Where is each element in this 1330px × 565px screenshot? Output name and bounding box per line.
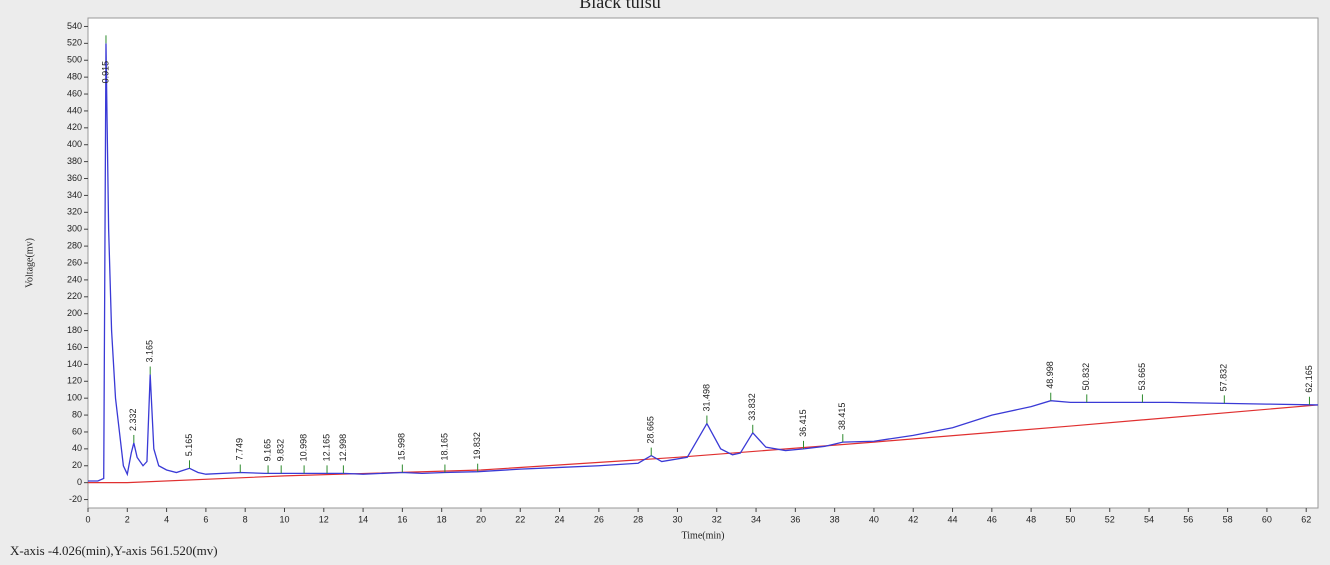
- x-tick-label: 2: [125, 514, 130, 524]
- peak-label: 48.998: [1045, 361, 1055, 389]
- peak-label: 31.498: [701, 384, 711, 412]
- peak-label: 62.165: [1304, 365, 1314, 393]
- baseline-line: [88, 404, 1319, 484]
- x-axis-label: Time(min): [682, 530, 725, 541]
- x-tick-label: 16: [397, 514, 407, 524]
- x-tick-label: 22: [515, 514, 525, 524]
- x-tick-label: 36: [790, 514, 800, 524]
- x-tick-label: 38: [830, 514, 840, 524]
- peak-label: 5.165: [184, 434, 194, 457]
- peak-label: 53.665: [1137, 363, 1147, 391]
- x-tick-label: 26: [594, 514, 604, 524]
- peak-label: 12.998: [338, 434, 348, 462]
- x-tick-label: 42: [908, 514, 918, 524]
- peak-label: 9.832: [276, 439, 286, 462]
- peak-label: 18.165: [439, 433, 449, 461]
- peak-label: 50.832: [1081, 363, 1091, 391]
- x-tick-label: 28: [633, 514, 643, 524]
- peak-label: 2.332: [128, 408, 138, 431]
- y-tick-label: 480: [67, 72, 82, 82]
- peak-label: 9.165: [262, 439, 272, 462]
- status-text: X-axis -4.026(min),Y-axis 561.520(mv): [10, 543, 218, 558]
- x-tick-label: 62: [1301, 514, 1311, 524]
- peak-label: 15.998: [397, 433, 407, 461]
- peak-label: 33.832: [747, 393, 757, 421]
- y-tick-label: 220: [67, 291, 82, 301]
- y-tick-label: 340: [67, 190, 82, 200]
- y-tick-label: 200: [67, 308, 82, 318]
- x-tick-label: 54: [1144, 514, 1154, 524]
- peak-label: 12.165: [321, 434, 331, 462]
- peak-label: 7.749: [235, 438, 245, 461]
- peak-label: 10.998: [298, 434, 308, 462]
- y-tick-label: 100: [67, 393, 82, 403]
- y-tick-label: 40: [72, 443, 82, 453]
- y-tick-label: 520: [67, 38, 82, 48]
- y-tick-label: 320: [67, 207, 82, 217]
- y-tick-label: 360: [67, 173, 82, 183]
- peak-label: 38.415: [837, 403, 847, 431]
- x-tick-label: 32: [712, 514, 722, 524]
- y-tick-label: 300: [67, 224, 82, 234]
- y-tick-label: 160: [67, 342, 82, 352]
- y-tick-label: 280: [67, 240, 82, 250]
- y-tick-label: 540: [67, 21, 82, 31]
- x-tick-label: 48: [1026, 514, 1036, 524]
- peak-label: 0.915: [100, 61, 110, 84]
- peak-label: 36.415: [798, 409, 808, 437]
- x-tick-label: 30: [672, 514, 682, 524]
- y-tick-label: 380: [67, 156, 82, 166]
- x-tick-label: 44: [948, 514, 958, 524]
- y-axis-label: Voltage(mv): [24, 238, 35, 288]
- peak-label: 19.832: [472, 432, 482, 460]
- x-tick-label: 20: [476, 514, 486, 524]
- y-tick-label: 260: [67, 257, 82, 267]
- x-tick-label: 40: [869, 514, 879, 524]
- x-tick-label: 46: [987, 514, 997, 524]
- y-tick-label: 140: [67, 359, 82, 369]
- y-tick-label: 120: [67, 376, 82, 386]
- x-tick-label: 52: [1105, 514, 1115, 524]
- signal-line: [88, 43, 1319, 482]
- y-tick-label: 440: [67, 105, 82, 115]
- x-tick-label: 60: [1262, 514, 1272, 524]
- x-tick-label: 0: [85, 514, 90, 524]
- x-tick-label: 14: [358, 514, 368, 524]
- x-tick-label: 50: [1065, 514, 1075, 524]
- x-tick-label: 24: [555, 514, 565, 524]
- y-tick-label: 500: [67, 55, 82, 65]
- x-tick-label: 6: [203, 514, 208, 524]
- x-tick-label: 56: [1183, 514, 1193, 524]
- peak-label: 3.165: [145, 340, 155, 363]
- peak-label: 57.832: [1219, 364, 1229, 392]
- y-tick-label: 80: [72, 409, 82, 419]
- y-tick-label: 0: [77, 477, 82, 487]
- y-tick-label: 180: [67, 325, 82, 335]
- x-tick-label: 10: [279, 514, 289, 524]
- peak-label: 28.665: [646, 416, 656, 444]
- y-tick-label: 60: [72, 426, 82, 436]
- chart-title: Black tulsu: [579, 0, 661, 12]
- x-tick-label: 18: [437, 514, 447, 524]
- y-tick-label: 420: [67, 122, 82, 132]
- x-tick-label: 4: [164, 514, 169, 524]
- y-tick-label: 400: [67, 139, 82, 149]
- y-tick-label: 20: [72, 460, 82, 470]
- x-tick-label: 34: [751, 514, 761, 524]
- y-tick-label: -20: [69, 494, 82, 504]
- y-tick-label: 460: [67, 88, 82, 98]
- plot-area: [87, 17, 1319, 509]
- y-tick-label: 240: [67, 274, 82, 284]
- x-tick-label: 58: [1223, 514, 1233, 524]
- x-tick-label: 12: [319, 514, 329, 524]
- x-tick-label: 8: [243, 514, 248, 524]
